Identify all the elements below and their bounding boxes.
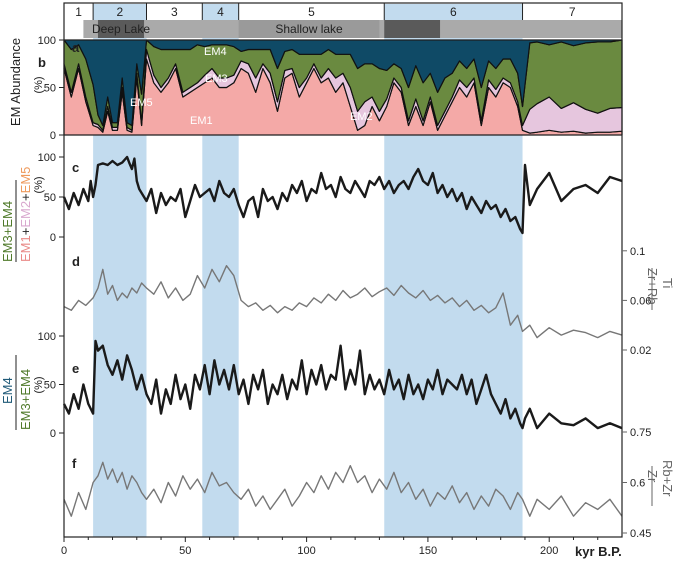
zone-number-3: 3 [171, 5, 178, 19]
em3-label: EM3 [205, 73, 228, 85]
lake-band-2 [238, 20, 380, 38]
e-tick-label-100: 100 [38, 331, 56, 343]
panel-label-a: a [72, 40, 80, 55]
d-tick-label-0.1: 0.1 [630, 246, 645, 258]
lake-band-label-2: Shallow lake [275, 22, 343, 36]
x-tick-label-50: 50 [179, 545, 191, 557]
tick-layer: 0 50 100 0 50 100 0 50 100 0.02 0.06 0.1 0.45 0.6 0.75… [38, 35, 652, 557]
e-tick-label-0: 0 [50, 428, 56, 440]
frame-layer [63, 2, 623, 538]
lake-band-3 [384, 20, 441, 38]
c-den-em5: EM5 [18, 167, 33, 194]
lake-band-label-1: Deep Lake [92, 22, 150, 36]
em2-label: EM2 [350, 111, 373, 123]
x-tick-label-150: 150 [419, 545, 437, 557]
b-ylabel: EM Abundance [8, 38, 23, 126]
b-tick-label-100: 100 [38, 35, 56, 47]
zone-number-4: 4 [217, 5, 224, 19]
x-tick-label-200: 200 [540, 545, 558, 557]
series-f-line [63, 461, 623, 517]
panel-label-b: b [38, 55, 46, 70]
c-tick-label-100: 100 [38, 152, 56, 164]
panel-label-f: f [72, 456, 77, 471]
e-ylabel-num-group: EM4 [0, 377, 15, 404]
plot-frame [63, 2, 623, 538]
panel-label-c: c [72, 160, 79, 175]
panel-label-e: e [72, 361, 79, 376]
b-percent-group: (%) [33, 76, 45, 93]
c-ylabel-den: EM1+EM2+EM5 [18, 167, 33, 262]
em1-label: EM1 [190, 115, 213, 127]
c-percent-group: (%) [33, 176, 45, 193]
c-den-plus-2: + [18, 193, 33, 201]
f-tick-label-0.75: 0.75 [630, 427, 651, 439]
zone-number-7: 7 [569, 5, 576, 19]
e-ylabel-numerator: EM4 [0, 377, 15, 404]
f-ylabel-denominator: Rb+Zr [660, 460, 675, 497]
zone-number-5: 5 [308, 5, 315, 19]
c-den-plus-1: + [18, 228, 33, 236]
x-tick-label-0: 0 [61, 545, 67, 557]
c-ylabel-group: EM3+EM4 [0, 201, 15, 262]
c-den-em1: EM1 [18, 235, 33, 262]
c-tick-label-50: 50 [44, 192, 56, 204]
panel-label-d: d [72, 254, 80, 269]
d-ylabel-denominator: Ti [660, 278, 675, 288]
f-ylabel-den-group: Rb+Zr [660, 460, 675, 497]
d-ylabel-den-group: Ti [660, 278, 675, 288]
em4-label: EM4 [204, 46, 227, 58]
e-ylabel-denominator: EM3+EM4 [18, 369, 33, 430]
c-ylabel-den-group: EM1+EM2+EM5 [18, 167, 33, 262]
e-ylabel-den-group: EM3+EM4 [18, 369, 33, 430]
c-ylabel-numerator: EM3+EM4 [0, 201, 15, 262]
e-percent-group: (%) [33, 376, 45, 393]
e-tick-label-50: 50 [44, 380, 56, 392]
zone-number-2: 2 [116, 5, 123, 19]
lake-band-layer: 1 2 3 4 5 6 7 Deep Lake Shallow lake [75, 3, 623, 38]
proxy-line-layer [62, 155, 623, 517]
series-d-line [63, 265, 623, 339]
zone-number-6: 6 [450, 5, 457, 19]
em5-label: EM5 [130, 97, 153, 109]
d-tick-label-0.02: 0.02 [630, 345, 651, 357]
c-den-em2: EM2 [18, 201, 33, 228]
b-tick-label-50: 50 [44, 83, 56, 95]
zone-number-1: 1 [75, 5, 82, 19]
series-e-line [62, 339, 623, 430]
em-abundance-area-layer [63, 39, 623, 136]
f-tick-label-0.45: 0.45 [630, 528, 651, 540]
series-c-line [62, 155, 623, 235]
b-ylabel-group: EM Abundance [8, 38, 23, 126]
lake-band-1 [97, 20, 145, 38]
c-tick-label-0: 0 [50, 232, 56, 244]
e-percent-label: (%) [33, 376, 45, 393]
f-tick-label-0.6: 0.6 [630, 478, 645, 490]
x-tick-label-100: 100 [297, 545, 315, 557]
c-percent-label: (%) [33, 176, 45, 193]
d-tick-label-0.06: 0.06 [630, 295, 651, 307]
b-percent-label: (%) [33, 76, 45, 93]
c-ylabel-num: EM3+EM4 [0, 201, 15, 262]
b-tick-label-0: 0 [50, 130, 56, 142]
x-axis-label: kyr B.P. [575, 544, 622, 559]
